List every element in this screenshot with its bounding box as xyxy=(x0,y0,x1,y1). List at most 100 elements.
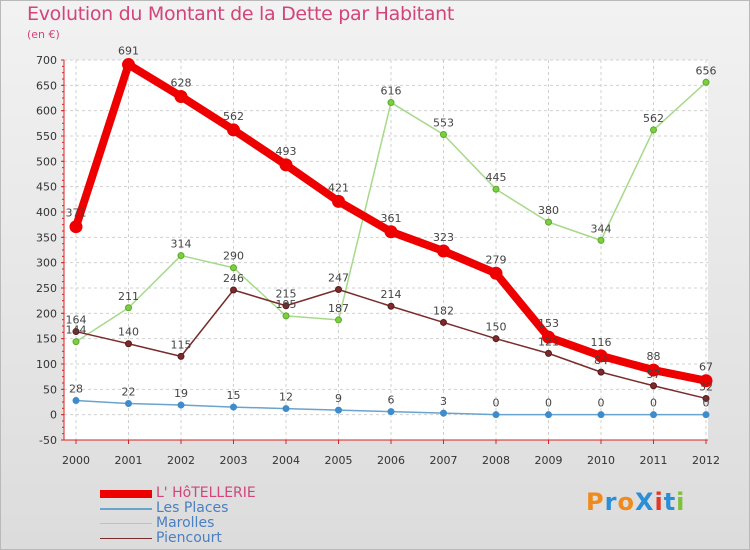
data-point-les-places xyxy=(282,405,290,413)
data-label-marolles: 314 xyxy=(171,238,192,251)
y-tick-label: 350 xyxy=(36,231,57,244)
data-point-piencourt xyxy=(125,340,132,348)
legend-item: L' HôTELLERIE xyxy=(100,486,256,501)
data-point-marolles xyxy=(72,338,80,346)
x-tick-label: 2012 xyxy=(692,454,720,467)
data-label-marolles: 553 xyxy=(433,116,454,129)
data-point-piencourt xyxy=(440,318,447,326)
data-label-les-places: 9 xyxy=(335,392,342,405)
data-label-l-h-tellerie: 67 xyxy=(699,361,713,374)
data-point-les-places xyxy=(387,408,395,416)
data-point-marolles xyxy=(492,185,500,193)
data-point-marolles xyxy=(387,99,395,107)
data-point-l-h-tellerie xyxy=(542,330,555,344)
x-tick-label: 2007 xyxy=(430,454,458,467)
data-point-les-places xyxy=(545,411,552,419)
data-label-les-places: 22 xyxy=(122,386,136,399)
data-point-l-h-tellerie xyxy=(227,123,240,137)
y-tick-label: 550 xyxy=(36,130,57,143)
y-tick-label: 450 xyxy=(36,181,57,194)
x-tick-label: 2009 xyxy=(535,454,563,467)
data-label-l-h-tellerie: 361 xyxy=(381,212,402,225)
data-point-les-places xyxy=(597,411,605,419)
y-tick-label: -50 xyxy=(39,434,57,447)
data-label-piencourt: 247 xyxy=(328,272,349,285)
data-point-l-h-tellerie xyxy=(174,89,188,103)
data-point-marolles xyxy=(597,236,605,244)
legend-item: Les Places xyxy=(100,501,256,516)
data-point-piencourt xyxy=(650,382,657,390)
data-label-les-places: 6 xyxy=(388,394,395,407)
x-tick-label: 2003 xyxy=(220,454,248,467)
data-label-les-places: 0 xyxy=(703,397,710,410)
chart-subtitle: (en €) xyxy=(27,28,60,41)
data-label-l-h-tellerie: 421 xyxy=(328,181,349,194)
data-point-piencourt xyxy=(177,352,185,360)
data-label-marolles: 656 xyxy=(696,64,717,77)
legend-swatch xyxy=(100,537,152,540)
legend-label: Les Places xyxy=(156,500,229,516)
data-label-l-h-tellerie: 116 xyxy=(591,336,612,349)
legend-label: L' HôTELLERIE xyxy=(156,485,256,501)
data-label-piencourt: 246 xyxy=(223,272,244,285)
data-point-l-h-tellerie xyxy=(647,363,660,377)
proxiti-logo: ProXiti xyxy=(586,488,686,516)
legend-swatch xyxy=(100,489,152,498)
x-tick-label: 2000 xyxy=(62,454,90,467)
data-point-marolles xyxy=(545,218,552,226)
data-point-marolles xyxy=(177,252,185,260)
data-label-les-places: 19 xyxy=(174,387,188,400)
y-tick-label: 650 xyxy=(36,79,57,92)
data-label-les-places: 3 xyxy=(440,395,447,408)
data-label-marolles: 616 xyxy=(381,85,402,98)
data-label-marolles: 344 xyxy=(591,222,612,235)
data-point-marolles xyxy=(335,316,342,324)
data-label-piencourt: 150 xyxy=(486,321,507,334)
data-point-l-h-tellerie xyxy=(279,158,293,172)
data-label-piencourt: 57 xyxy=(647,368,661,381)
data-label-marolles: 562 xyxy=(643,112,664,125)
data-point-marolles xyxy=(282,312,290,320)
data-label-les-places: 0 xyxy=(545,397,552,410)
data-point-l-h-tellerie xyxy=(122,58,135,72)
data-label-l-h-tellerie: 153 xyxy=(538,317,559,330)
data-label-les-places: 12 xyxy=(279,391,293,404)
data-label-marolles: 290 xyxy=(223,250,244,263)
data-label-marolles: 144 xyxy=(66,324,87,337)
x-tick-label: 2002 xyxy=(167,454,195,467)
legend-swatch xyxy=(100,522,152,525)
plot-area xyxy=(64,60,708,440)
data-label-marolles: 187 xyxy=(328,302,349,315)
data-point-l-h-tellerie xyxy=(332,194,345,208)
data-point-piencourt xyxy=(335,286,342,294)
x-tick-label: 2010 xyxy=(587,454,615,467)
x-tick-label: 2006 xyxy=(377,454,405,467)
data-label-l-h-tellerie: 691 xyxy=(118,45,139,58)
data-point-piencourt xyxy=(282,302,290,310)
legend-swatch xyxy=(100,507,152,510)
data-point-les-places xyxy=(125,400,132,408)
data-point-l-h-tellerie xyxy=(384,225,398,239)
data-label-marolles: 380 xyxy=(538,204,559,217)
data-point-les-places xyxy=(702,411,710,419)
chart-title: Evolution du Montant de la Dette par Hab… xyxy=(27,3,455,25)
x-tick-label: 2004 xyxy=(272,454,300,467)
data-label-piencourt: 32 xyxy=(699,380,713,393)
data-point-piencourt xyxy=(597,368,605,376)
data-point-l-h-tellerie xyxy=(594,349,608,363)
data-label-l-h-tellerie: 323 xyxy=(433,231,454,244)
data-point-piencourt xyxy=(387,302,395,310)
legend-item: Piencourt xyxy=(100,531,256,546)
data-label-l-h-tellerie: 562 xyxy=(223,110,244,123)
data-label-piencourt: 84 xyxy=(594,354,608,367)
data-point-l-h-tellerie xyxy=(699,374,713,388)
data-point-l-h-tellerie xyxy=(69,220,83,234)
y-tick-label: 200 xyxy=(36,307,57,320)
legend-item: Marolles xyxy=(100,516,256,531)
data-point-piencourt xyxy=(702,394,710,402)
data-point-marolles xyxy=(230,264,237,272)
data-label-marolles: 445 xyxy=(486,171,507,184)
x-tick-label: 2005 xyxy=(325,454,353,467)
y-tick-label: 100 xyxy=(36,358,57,371)
data-point-l-h-tellerie xyxy=(437,244,450,258)
